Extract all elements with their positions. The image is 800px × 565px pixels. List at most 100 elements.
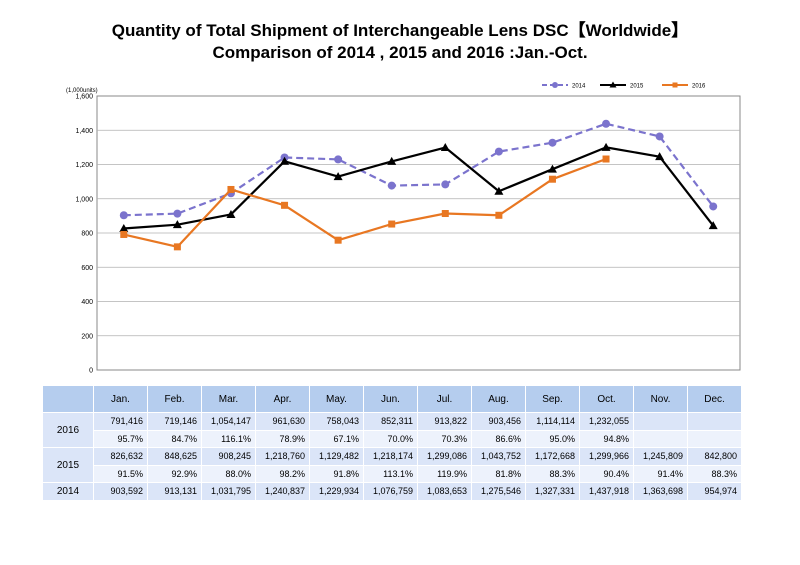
table-percent-cell: 67.1% (309, 429, 364, 448)
table-percent-cell: 78.9% (255, 429, 310, 448)
series-2016-point (548, 175, 556, 183)
table-value-cell: 758,043 (309, 412, 364, 431)
series-2015-point (172, 220, 182, 229)
legend-2015-marker (609, 81, 617, 88)
table-value-cell: 791,416 (93, 412, 148, 431)
table-value-cell: 826,632 (93, 447, 148, 466)
table-value-cell: 1,114,114 (525, 412, 580, 431)
series-2014-point (602, 119, 611, 128)
legend-2014-marker (552, 82, 558, 88)
table-percent-cell: 113.1% (363, 464, 418, 483)
table-percent-cell: 70.0% (363, 429, 418, 448)
table-month-header: Aug. (471, 385, 526, 413)
series-2016-point (227, 185, 235, 193)
table-month-header: Nov. (633, 385, 688, 413)
table-value-cell: 1,218,174 (363, 447, 418, 466)
y-tick-label: 0 (89, 368, 93, 375)
table-percent-cell: 86.6% (471, 429, 526, 448)
series-2015-point (708, 221, 718, 230)
table-value-cell: 903,592 (93, 482, 148, 501)
table-percent-cell: 116.1% (201, 429, 256, 448)
series-2014-line (123, 122, 715, 217)
y-tick-label: 200 (81, 333, 93, 340)
data-table: Jan. Feb. Mar. Apr. May. Jun. Jul. Aug. Sep. Oct.… (42, 385, 742, 501)
table-percent-cell: 84.7% (147, 429, 202, 448)
title-line-2: Comparison of 2014 , 2015 and 2016 :Jan.… (212, 43, 588, 62)
table-value-cell: 913,822 (417, 412, 472, 431)
table-percent-cell: 70.3% (417, 429, 472, 448)
table-value-cell: 1,275,546 (471, 482, 526, 501)
title-line-1: Quantity of Total Shipment of Interchang… (111, 21, 689, 40)
series-2014-point (655, 132, 664, 141)
series-2015-point (119, 223, 129, 232)
series-2016-point (281, 201, 289, 209)
table-value-cell: 842,800 (687, 447, 742, 466)
table-value-cell: 1,129,482 (309, 447, 364, 466)
table-month-header: Mar. (201, 385, 256, 413)
table-value-cell (633, 412, 688, 431)
table-year-label: 2015 (42, 447, 94, 483)
table-year-label: 2014 (42, 482, 94, 501)
table-percent-cell (687, 429, 742, 448)
series-2016-line (123, 157, 607, 248)
series-2016-point (388, 220, 396, 228)
y-tick-label: 1,400 (75, 128, 93, 135)
series-2015-point (601, 142, 611, 151)
y-tick-label: 600 (81, 265, 93, 272)
table-percent-cell: 119.9% (417, 464, 472, 483)
series-2014-point (119, 211, 128, 220)
table-percent-cell: 88.3% (687, 464, 742, 483)
series-2016-point (173, 243, 181, 251)
table-value-cell: 1,437,918 (579, 482, 634, 501)
series-2015-point (387, 156, 397, 165)
table-value-cell: 1,031,795 (201, 482, 256, 501)
series-2014-point (494, 147, 503, 156)
table-row-2014-values: 2014 903,592 913,131 1,031,795 1,240,837 1,22… (42, 482, 742, 501)
table-value-cell: 1,083,653 (417, 482, 472, 501)
table-month-header: Jul. (417, 385, 472, 413)
table-row-2016-percents: 95.7% 84.7% 116.1% 78.9% 67.1% 70.0% 70.3% 86.6… (43, 429, 742, 448)
table-percent-cell: 91.5% (93, 464, 148, 483)
table-value-cell: 1,240,837 (255, 482, 310, 501)
series-2014-point (441, 180, 450, 189)
table-month-header: Jun. (363, 385, 418, 413)
series-2015-point (440, 143, 450, 152)
table-value-cell: 1,299,086 (417, 447, 472, 466)
series-2014-point (334, 155, 343, 164)
table-value-cell: 1,076,759 (363, 482, 418, 501)
table-header-row: Jan. Feb. Mar. Apr. May. Jun. Jul. Aug. Sep. Oct.… (42, 385, 742, 413)
series-2014-point (709, 202, 718, 211)
table-value-cell: 1,299,966 (579, 447, 634, 466)
line-chart: 0 200 400 600 800 1,000 1,200 1,400 1,600 2014 20… (66, 81, 741, 375)
series-2014-point (548, 138, 557, 147)
table-percent-cell: 91.8% (309, 464, 364, 483)
table-percent-cell: 90.4% (579, 464, 634, 483)
legend-2016-label: 2016 (692, 84, 706, 90)
table-value-cell: 903,456 (471, 412, 526, 431)
series-2015-point (280, 156, 290, 165)
table-value-cell: 908,245 (201, 447, 256, 466)
table-percent-cell: 92.9% (147, 464, 202, 483)
table-year-label: 2016 (42, 412, 94, 448)
table-month-header: Oct. (579, 385, 634, 413)
chart-title: Quantity of Total Shipment of Interchang… (0, 20, 800, 64)
table-percent-cell: 94.8% (579, 429, 634, 448)
series-2016-point (441, 210, 449, 218)
table-value-cell: 1,172,668 (525, 447, 580, 466)
y-unit-label: (1,000units) (66, 88, 98, 94)
table-percent-cell: 98.2% (255, 464, 310, 483)
table-value-cell: 852,311 (363, 412, 418, 431)
legend-2014-label: 2014 (572, 84, 586, 90)
y-tick-label: 1,200 (75, 162, 93, 169)
legend-2015-label: 2015 (630, 84, 644, 90)
table-percent-cell: 81.8% (471, 464, 526, 483)
y-tick-label: 400 (81, 299, 93, 306)
table-month-header: Jan. (93, 385, 148, 413)
series-2014-point (173, 209, 182, 218)
table-row-2016-values: 2016 791,416 719,146 1,054,147 961,630 758,04… (42, 412, 742, 448)
table-value-cell: 719,146 (147, 412, 202, 431)
table-row-2015-percents: 91.5% 92.9% 88.0% 98.2% 91.8% 113.1% 119.9% 81.… (43, 464, 742, 483)
table-value-cell: 1,054,147 (201, 412, 256, 431)
table-value-cell: 1,218,760 (255, 447, 310, 466)
table-value-cell (687, 412, 742, 431)
